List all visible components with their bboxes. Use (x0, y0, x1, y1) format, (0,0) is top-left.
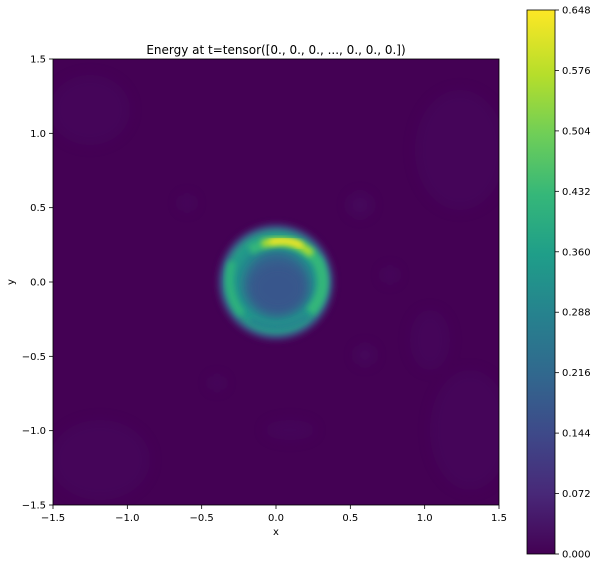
y-tick-label: 1.0 (30, 129, 46, 140)
colorbar-tick-label: 0.144 (562, 429, 591, 440)
colorbar-tick-label: 0.072 (562, 489, 591, 500)
y-tick-label: −1.0 (22, 426, 46, 437)
x-tick-label: −1.0 (115, 513, 139, 524)
colorbar-tick-label: 0.648 (562, 6, 591, 17)
y-axis-ticks: 1.5 1.0 0.5 0.0 −0.5 −1.0 −1.5 (22, 55, 53, 512)
colorbar-tick-label: 0.000 (562, 550, 591, 561)
y-tick-label: 0.0 (30, 278, 46, 289)
x-tick-label: 1.0 (417, 513, 433, 524)
chart-title: Energy at t=tensor([0., 0., 0., ..., 0.,… (146, 43, 405, 57)
x-tick-label: 0.5 (342, 513, 358, 524)
plot-area (53, 59, 499, 505)
colorbar (526, 9, 556, 555)
colorbar-tick-label: 0.360 (562, 247, 591, 258)
colorbar-tick-label: 0.504 (562, 126, 591, 137)
y-axis-label: y (6, 279, 17, 285)
colorbar-tick-label: 0.216 (562, 368, 591, 379)
colorbar-tick-label: 0.576 (562, 66, 591, 77)
x-axis-label: x (273, 527, 279, 538)
x-tick-label: 0.0 (268, 513, 284, 524)
x-axis-ticks: −1.5 −1.0 −0.5 0.0 0.5 1.0 1.5 (41, 505, 507, 524)
y-tick-label: 1.5 (30, 55, 46, 66)
colorbar-tick-label: 0.432 (562, 187, 591, 198)
background-noise (53, 75, 499, 500)
colorbar-tick-label: 0.288 (562, 308, 591, 319)
y-tick-label: −0.5 (22, 352, 46, 363)
y-tick-label: −1.5 (22, 501, 46, 512)
y-tick-label: 0.5 (30, 203, 46, 214)
colorbar-ticks: 0.648 0.576 0.504 0.432 0.360 0.288 0.216 0.144… (555, 6, 591, 561)
energy-ring (214, 220, 338, 344)
x-tick-label: −1.5 (41, 513, 65, 524)
x-tick-label: −0.5 (190, 513, 214, 524)
x-tick-label: 1.5 (491, 513, 507, 524)
